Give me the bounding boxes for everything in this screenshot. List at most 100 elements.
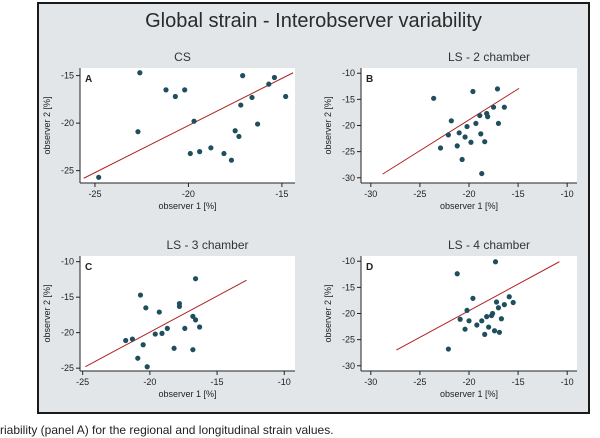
data-point [249,94,255,101]
x-tick-label: -10 [561,189,574,199]
x-tick-label: -10 [278,377,291,387]
chart-panel-d: LS - 4 chamber D -30 -25 -20 -15 -10 -30 -25 -20 -… [323,238,577,399]
data-point [462,326,468,332]
y-tick-label: -15 [342,282,355,292]
data-point [228,157,235,163]
data-point [232,128,238,134]
x-tick-label: -20 [462,189,475,199]
y-tick-label: -30 [342,361,355,371]
data-point [240,73,246,79]
data-point [197,149,203,155]
chart-panel-a: CS A -25 -20 -15 -25 -20 -15 observer 1 [%] obser… [42,50,295,211]
data-point [496,329,503,335]
y-tick-label: -20 [342,121,355,131]
data-point [271,74,278,81]
y-tick-label: -25 [61,166,74,176]
x-axis-label: observer 1 [%] [158,389,216,399]
y-axis-label: observer 2 [%] [42,284,52,342]
data-point [482,331,488,338]
y-tick-label: -15 [61,292,74,302]
chart-title: CS [174,50,191,64]
x-tick-label: -20 [462,377,475,387]
x-tick-label: -20 [182,189,195,199]
data-point [163,87,169,93]
data-point [221,150,227,157]
data-point [137,292,144,298]
data-point [123,337,129,344]
chart-title: LS - 4 chamber [448,238,530,252]
data-point [190,347,196,353]
x-axis-label: observer 1 [%] [440,201,498,211]
data-point [466,318,472,324]
x-axis-label: observer 1 [%] [440,389,498,399]
data-point [456,130,462,136]
y-tick-label: -15 [342,94,355,104]
plot-area [80,256,295,371]
data-point [164,325,170,332]
y-axis-label: observer 2 [%] [323,284,333,342]
data-point [479,318,485,324]
data-point [255,121,261,127]
x-tick-label: -30 [364,189,377,199]
data-point [129,336,136,342]
data-point [431,95,437,101]
figure-caption: riability (panel A) for the regional and… [0,423,334,437]
data-point [510,299,516,306]
data-point [191,118,197,124]
y-tick-label: -20 [342,309,355,319]
data-point [437,145,444,151]
data-point [454,271,460,277]
data-point [494,86,501,92]
data-point [464,123,470,130]
data-point [192,317,199,323]
regression-line [382,87,520,175]
data-point [493,299,500,305]
data-point [484,110,490,117]
y-axis-label: observer 2 [%] [42,96,52,154]
y-tick-label: -25 [61,363,74,373]
y-tick-label: -20 [61,328,74,338]
y-tick-label: -10 [61,257,74,267]
x-tick-label: -25 [413,189,426,199]
data-point [454,143,460,149]
data-point [140,342,146,348]
data-point [176,303,183,310]
data-point [187,150,193,157]
data-point [135,355,141,361]
chart-title: LS - 2 chamber [448,50,530,64]
data-point [491,328,498,334]
x-tick-label: -10 [561,377,574,387]
data-point [208,145,214,151]
data-point [468,139,474,145]
plots-canvas: CS A -25 -20 -15 -25 -20 -15 observer 1 [%] obser… [42,50,577,399]
x-tick-label: -25 [413,377,426,387]
data-point [501,302,507,308]
data-point [159,330,165,336]
data-point [457,316,463,322]
y-tick-label: -20 [61,118,74,128]
data-point [479,170,485,177]
data-point [445,346,451,352]
y-axis-label: observer 2 [%] [323,96,333,154]
data-point [489,310,496,317]
panel-label: B [366,74,373,85]
y-tick-label: -10 [342,256,355,266]
data-point [236,133,242,140]
regression-line [83,72,294,179]
data-point [137,70,143,76]
data-point [238,102,244,108]
y-tick-label: -10 [342,68,355,78]
data-point [474,322,480,328]
data-point [96,174,102,180]
data-point [266,81,272,87]
data-point [486,324,492,330]
chart-panel-b: LS - 2 chamber B -30 -25 -20 -15 -10 -30 -25 -20 -… [323,50,577,211]
x-tick-label: -15 [512,189,525,199]
panel-label: A [85,74,92,85]
figure-title: Global strain - Interobserver variabilit… [145,10,482,32]
data-point [448,118,454,124]
data-point [135,129,141,135]
x-tick-label: -25 [88,189,101,199]
data-point [172,93,178,100]
y-tick-label: -25 [342,335,355,345]
